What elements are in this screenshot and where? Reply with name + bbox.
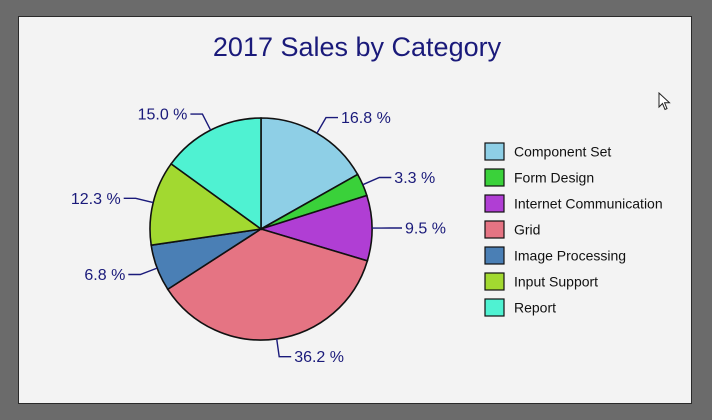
legend-label-input-support: Input Support: [514, 274, 598, 290]
chart-title: 2017 Sales by Category: [213, 32, 502, 62]
leader-line-form-design: [362, 176, 392, 186]
percent-label-image-processing: 6.8 %: [84, 267, 125, 284]
mouse-pointer-icon: [658, 92, 671, 111]
percent-label-form-design: 3.3 %: [394, 170, 435, 187]
legend-swatch-component-set: [484, 142, 505, 161]
legend-label-form-design: Form Design: [514, 170, 594, 186]
legend-label-report: Report: [514, 300, 556, 316]
pie-chart: 2017 Sales by Category 16.8 % 3.3 % 9.5 % 3…: [71, 32, 663, 367]
legend-swatch-report: [484, 298, 505, 317]
legend-swatch-internet-communication: [484, 194, 505, 213]
leader-line-report: [190, 113, 212, 131]
leader-line-grid: [276, 338, 292, 358]
pie-slice-grid: [166, 228, 369, 341]
legend: Component Set Form Design Internet Communi…: [484, 142, 663, 317]
percent-label-grid: 36.2 %: [294, 349, 344, 366]
leader-line-input-support: [123, 197, 154, 204]
legend-label-grid: Grid: [514, 222, 540, 238]
pie-slice-report: [170, 117, 262, 231]
legend-label-image-processing: Image Processing: [514, 248, 626, 264]
percent-label-internet-communication: 9.5 %: [405, 221, 446, 238]
legend-swatch-form-design: [484, 168, 505, 187]
legend-swatch-grid: [484, 220, 505, 239]
chart-frame: 2017 Sales by Category 16.8 % 3.3 % 9.5 % 3…: [18, 16, 692, 404]
percent-labels: 16.8 % 3.3 % 9.5 % 36.2 % 6.8 % 12.3 % 15.0 %: [71, 107, 446, 367]
pie-slice-component-set: [260, 117, 359, 231]
percent-label-input-support: 12.3 %: [71, 191, 121, 208]
legend-swatch-image-processing: [484, 246, 505, 265]
legend-label-internet-communication: Internet Communication: [514, 196, 663, 212]
legend-label-component-set: Component Set: [514, 144, 611, 160]
pie-slices: [149, 117, 373, 341]
label-leaders: [123, 113, 402, 358]
percent-label-report: 15.0 %: [138, 107, 188, 124]
percent-label-component-set: 16.8 %: [341, 110, 391, 127]
legend-swatch-input-support: [484, 272, 505, 291]
leader-line-component-set: [316, 116, 338, 134]
leader-line-image-processing: [128, 267, 158, 276]
